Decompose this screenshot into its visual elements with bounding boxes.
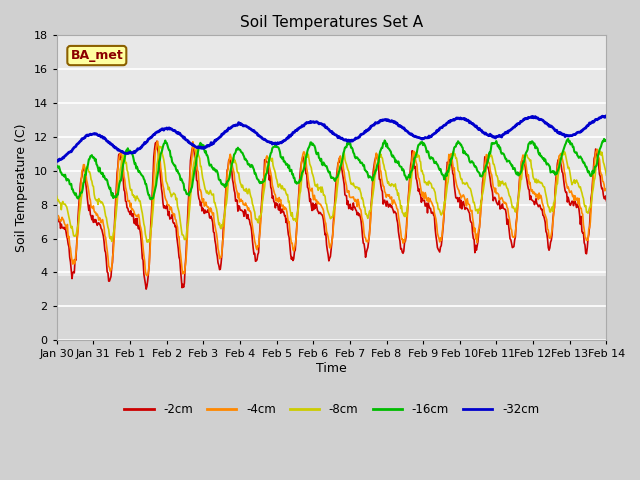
- Legend: -2cm, -4cm, -8cm, -16cm, -32cm: -2cm, -4cm, -8cm, -16cm, -32cm: [119, 398, 544, 420]
- Text: BA_met: BA_met: [70, 49, 123, 62]
- Y-axis label: Soil Temperature (C): Soil Temperature (C): [15, 123, 28, 252]
- X-axis label: Time: Time: [316, 362, 347, 375]
- Bar: [57, 276, 606, 340]
- Title: Soil Temperatures Set A: Soil Temperatures Set A: [240, 15, 423, 30]
